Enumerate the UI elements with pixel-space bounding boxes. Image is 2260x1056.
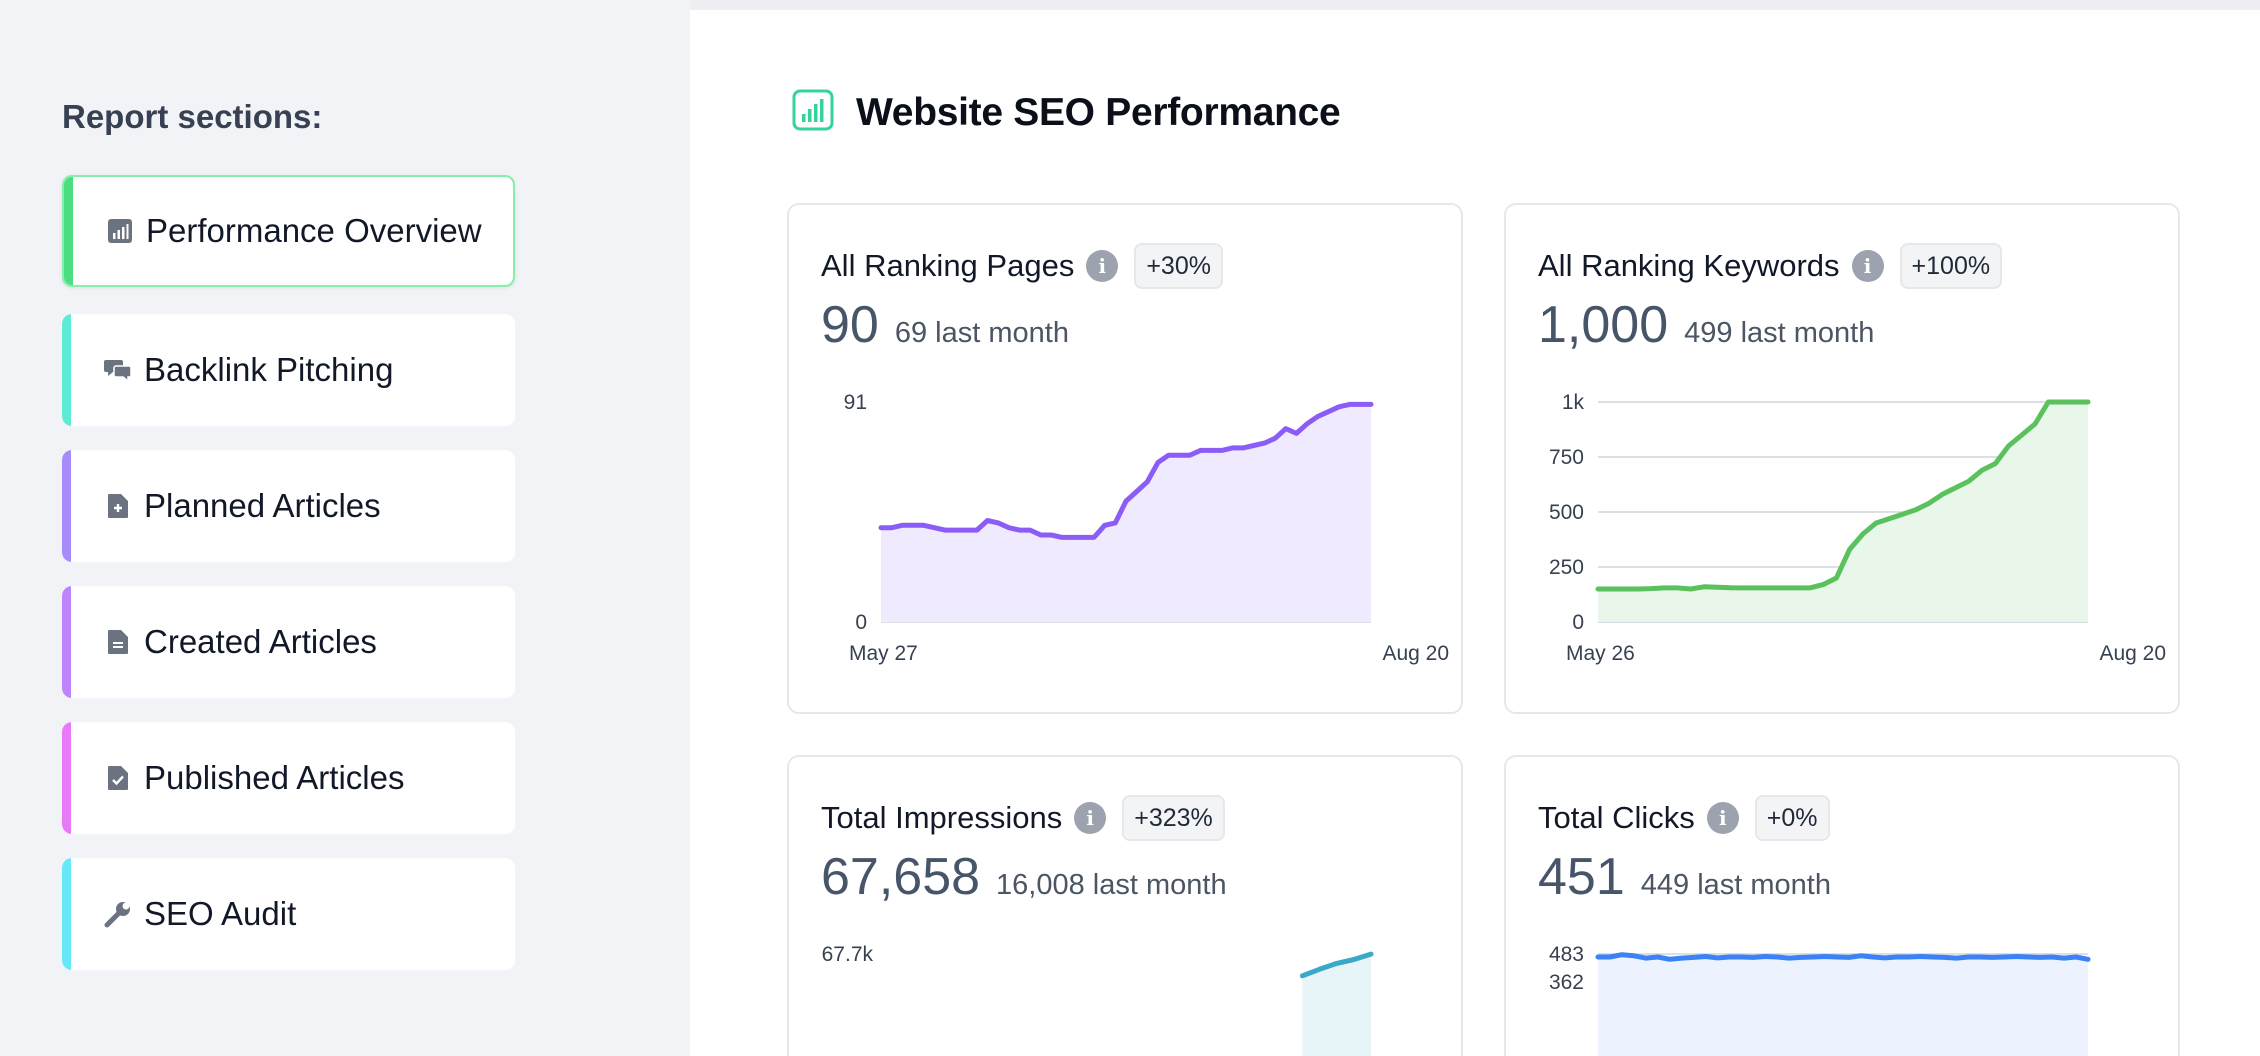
chart-bar-icon — [106, 217, 134, 245]
sidebar-item-accent — [64, 177, 73, 285]
x-tick-label: Aug 20 — [2099, 642, 2166, 665]
card-title: All Ranking Pages — [821, 248, 1075, 283]
chat-bubbles-icon — [104, 356, 132, 384]
metric-previous: 499 last month — [1684, 317, 1875, 349]
y-tick-label: 362 — [1549, 971, 1584, 994]
card-header: Total Impressions i +323% — [821, 795, 1225, 841]
page-header: Website SEO Performance — [792, 88, 1341, 137]
metric-row: 451 449 last month — [1538, 847, 1831, 907]
sidebar-item-accent — [62, 722, 71, 834]
info-icon[interactable]: i — [1074, 802, 1107, 834]
card-title: Total Clicks — [1538, 800, 1695, 835]
metric-previous: 16,008 last month — [996, 869, 1227, 901]
chart-bar-icon — [792, 88, 834, 137]
metric-value: 1,000 — [1538, 296, 1669, 354]
y-tick-label: 500 — [1549, 501, 1584, 524]
sidebar-item-label: SEO Audit — [144, 895, 297, 932]
metric-value: 90 — [821, 296, 879, 354]
x-tick-label: May 26 — [1566, 642, 1635, 665]
x-tick-label: May 27 — [849, 642, 918, 665]
sidebar-item-accent — [62, 314, 71, 426]
metric-card-total-impressions: Total Impressions i +323% 67,658 16,008 … — [787, 755, 1463, 1056]
sidebar-item-label: Performance Overview — [146, 212, 482, 249]
metric-row: 67,658 16,008 last month — [821, 847, 1227, 907]
total-impressions-chart: 67.7k — [822, 943, 1374, 1056]
wrench-icon — [104, 900, 132, 928]
series-area — [1598, 954, 2088, 1056]
series-area — [1598, 402, 2088, 622]
sidebar-heading: Report sections: — [62, 98, 323, 135]
y-tick-label: 67.7k — [822, 943, 874, 966]
sidebar-item-performance-overview[interactable]: Performance Overview — [62, 175, 515, 287]
y-tick-label: 91 — [844, 391, 867, 414]
sidebar-item-published-articles[interactable]: Published Articles — [62, 722, 515, 834]
card-header: Total Clicks i +0% — [1538, 795, 1830, 841]
metric-previous: 449 last month — [1640, 869, 1831, 901]
info-icon[interactable]: i — [1851, 250, 1884, 282]
document-plus-icon — [104, 492, 132, 520]
sidebar-item-accent — [62, 450, 71, 562]
sidebar-item-label: Backlink Pitching — [144, 351, 394, 388]
metric-card-total-clicks: Total Clicks i +0% 451 449 last month 48… — [1504, 755, 2180, 1056]
series-area — [881, 404, 1371, 622]
main-panel: Website SEO Performance All Ranking Page… — [690, 0, 2260, 1056]
sidebar-item-label: Created Articles — [144, 623, 377, 660]
metric-value: 67,658 — [821, 848, 981, 906]
card-header: All Ranking Pages i +30% — [821, 243, 1223, 289]
top-divider — [690, 0, 2260, 10]
y-tick-label: 0 — [855, 611, 867, 634]
metric-row: 90 69 last month — [821, 295, 1069, 355]
metric-value: 451 — [1538, 848, 1625, 906]
sidebar: Report sections: Performance Overview Ba… — [0, 0, 690, 1056]
page-title: Website SEO Performance — [856, 90, 1341, 134]
series-line — [1299, 951, 1374, 979]
change-badge: +100% — [1899, 243, 2003, 289]
sidebar-item-accent — [62, 858, 71, 970]
y-tick-label: 250 — [1549, 556, 1584, 579]
metric-row: 1,000 499 last month — [1538, 295, 1874, 355]
y-tick-label: 0 — [1572, 611, 1584, 634]
sidebar-item-planned-articles[interactable]: Planned Articles — [62, 450, 515, 562]
y-tick-label: 750 — [1549, 446, 1584, 469]
sidebar-item-label: Published Articles — [144, 759, 405, 796]
change-badge: +30% — [1134, 243, 1223, 289]
series-line — [1595, 952, 2091, 962]
sidebar-item-created-articles[interactable]: Created Articles — [62, 586, 515, 698]
sidebar-item-label: Planned Articles — [144, 487, 381, 524]
metric-previous: 69 last month — [894, 317, 1069, 349]
metric-card-ranking-pages: All Ranking Pages i +30% 90 69 last mont… — [787, 203, 1463, 714]
ranking-keywords-chart: 1k 750 500 250 0 May 26 Aug 20 — [1549, 391, 2166, 665]
y-tick-label: 1k — [1562, 391, 1585, 414]
ranking-pages-chart: 91 0 May 27 Aug 20 — [844, 391, 1449, 665]
document-check-icon — [104, 764, 132, 792]
info-icon[interactable]: i — [1706, 802, 1739, 834]
sidebar-item-backlink-pitching[interactable]: Backlink Pitching — [62, 314, 515, 426]
x-tick-label: Aug 20 — [1382, 642, 1449, 665]
change-badge: +0% — [1754, 795, 1830, 841]
series-line — [878, 401, 1374, 540]
card-title: All Ranking Keywords — [1538, 248, 1840, 283]
sidebar-item-seo-audit[interactable]: SEO Audit — [62, 858, 515, 970]
document-text-icon — [104, 628, 132, 656]
info-icon[interactable]: i — [1086, 250, 1119, 282]
sidebar-item-accent — [62, 586, 71, 698]
card-title: Total Impressions — [821, 800, 1063, 835]
y-tick-label: 483 — [1549, 943, 1584, 966]
change-badge: +323% — [1122, 795, 1225, 841]
metric-card-ranking-keywords: All Ranking Keywords i +100% 1,000 499 l… — [1504, 203, 2180, 714]
series-area — [1302, 954, 1371, 1056]
series-line — [1595, 399, 2091, 592]
card-header: All Ranking Keywords i +100% — [1538, 243, 2003, 289]
